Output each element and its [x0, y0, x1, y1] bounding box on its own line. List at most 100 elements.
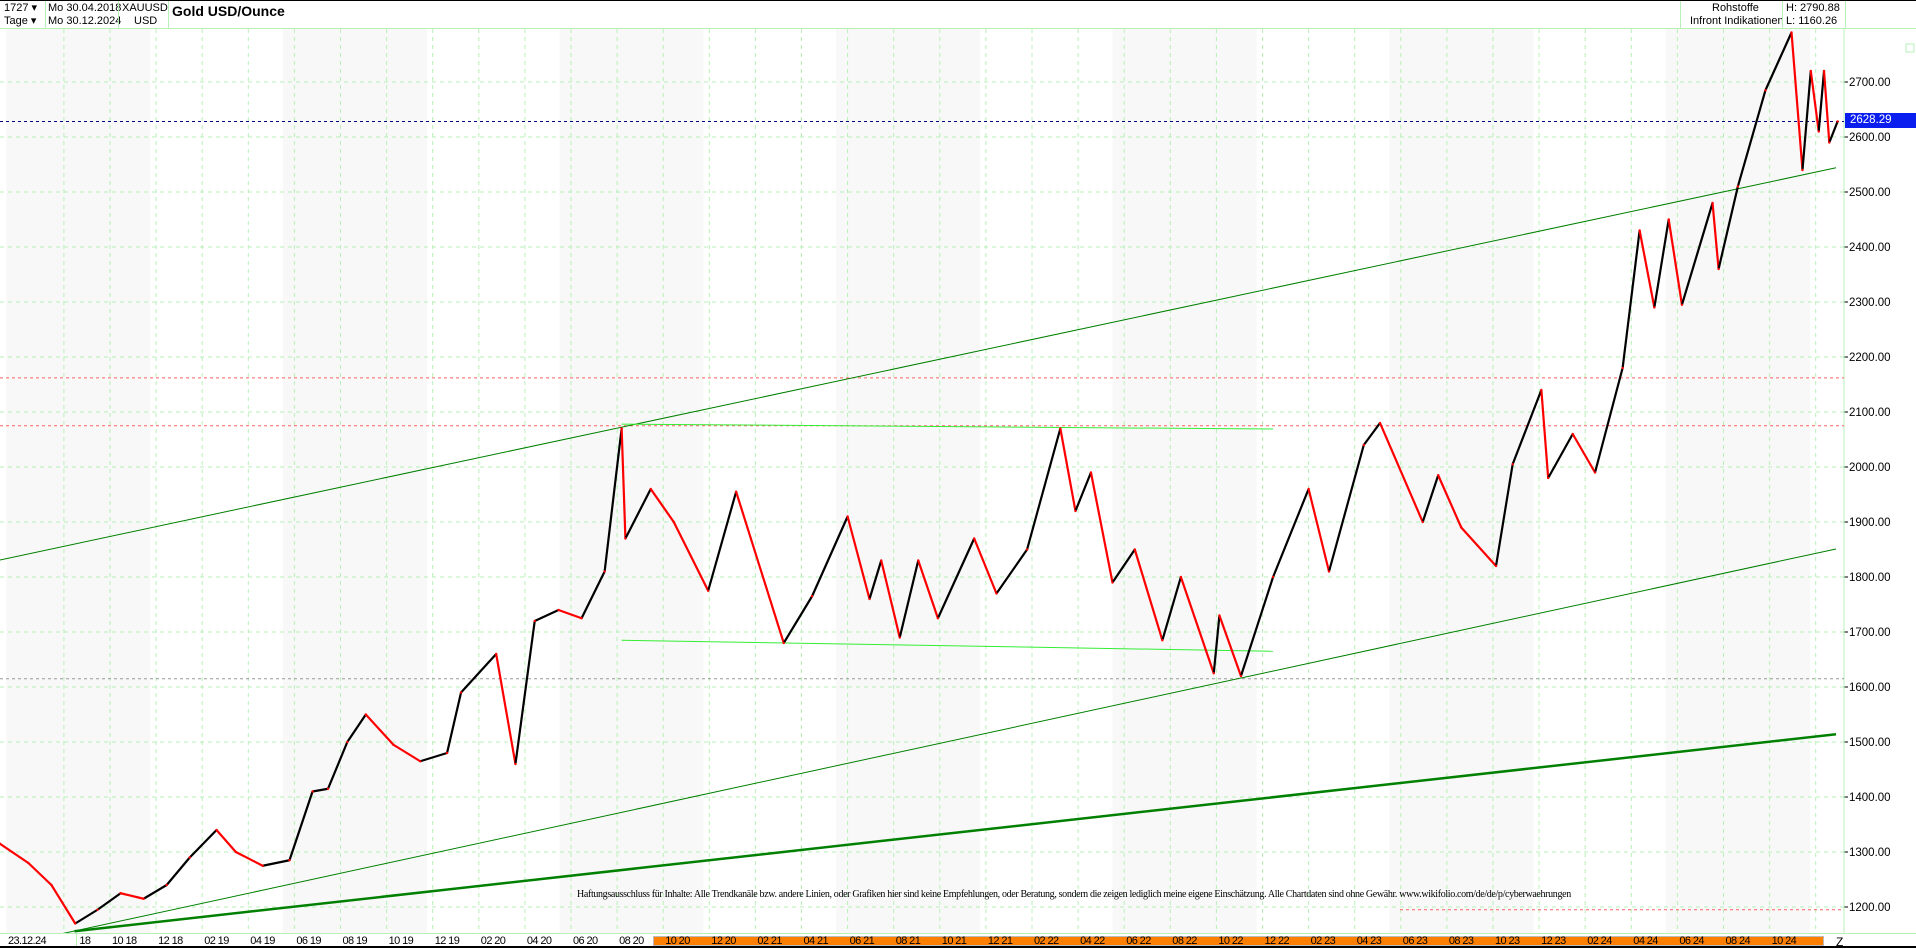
y-tick-label: 2300.00: [1849, 297, 1891, 309]
price-point: [1494, 564, 1498, 568]
price-segment: [580, 571, 606, 619]
x-tick-label: 12 20: [711, 935, 736, 947]
trend-line: [0, 548, 1837, 948]
price-point: [868, 597, 871, 601]
x-tick-label: 02 22: [1034, 935, 1059, 947]
price-point: [119, 892, 122, 895]
price-segment: [1089, 472, 1114, 583]
price-point: [1621, 366, 1624, 370]
trend-line: [621, 639, 1274, 652]
price-segment: [1212, 615, 1221, 674]
price-point: [1828, 141, 1831, 144]
price-point: [494, 652, 498, 656]
price-point: [1025, 548, 1029, 551]
x-tick-label: 12 23: [1541, 935, 1566, 947]
price-segment: [868, 560, 883, 600]
highlight-range-bar: [653, 936, 1824, 946]
x-tick-label: 02 24: [1587, 935, 1612, 947]
price-point: [288, 859, 291, 862]
x-tick-label: 06 19: [296, 935, 321, 947]
x-tick-label: 08 23: [1448, 935, 1474, 947]
price-point: [672, 520, 675, 524]
date-from[interactable]: Mo 30.04.2018: [48, 2, 122, 14]
price-point: [734, 490, 738, 493]
price-segment: [27, 862, 53, 886]
price-point: [1378, 421, 1382, 425]
price-point: [1437, 474, 1440, 477]
price-segment: [445, 692, 463, 754]
x-tick-label: 04 23: [1356, 935, 1382, 947]
price-segment: [215, 829, 237, 853]
period: Tage: [4, 15, 28, 27]
price-segment: [1272, 488, 1310, 578]
shaded-band: [282, 29, 427, 933]
price-segment: [120, 892, 144, 900]
price-point: [188, 856, 191, 859]
price-point: [261, 864, 264, 867]
x-tick-label: 10 22: [1218, 935, 1243, 947]
bar-count: 1727: [4, 2, 29, 14]
price-point: [1133, 548, 1136, 551]
price-segment: [165, 856, 191, 886]
price-point: [50, 883, 53, 887]
x-tick-label: 02 20: [480, 935, 506, 947]
period-select[interactable]: Tage ▾: [4, 15, 36, 28]
price-point: [1307, 487, 1310, 491]
cursor-date: 23.12.24: [8, 935, 47, 947]
price-segment: [1801, 70, 1812, 171]
price-segment: [514, 620, 536, 765]
price-point: [346, 740, 349, 744]
price-segment: [1421, 474, 1440, 523]
price-point: [234, 850, 238, 854]
price-segment: [1593, 367, 1624, 473]
zoom-z-button[interactable]: Z: [1836, 935, 1843, 949]
price-point: [1540, 388, 1543, 392]
price-segment: [624, 488, 652, 540]
price-point: [1511, 463, 1514, 466]
x-tick-label: 08 22: [1172, 935, 1197, 947]
price-point: [1764, 89, 1767, 92]
x-tick-label: 04 20: [526, 935, 552, 947]
date-to[interactable]: Mo 30.12.2024: [48, 15, 122, 27]
bar-count-select[interactable]: 1727 ▾: [4, 2, 37, 15]
price-segment: [0, 842, 29, 864]
price-point: [1836, 120, 1839, 123]
category: Rohstoffe: [1712, 2, 1759, 14]
price-segment: [312, 787, 329, 793]
price-segment: [995, 548, 1028, 595]
x-tick-label: 06 24: [1679, 935, 1704, 947]
price-point: [1736, 185, 1740, 188]
price-point: [215, 828, 218, 832]
y-tick-label: 1400.00: [1849, 792, 1891, 804]
price-segment: [1307, 488, 1331, 572]
trend-line: [74, 733, 1837, 933]
price-segment: [1764, 32, 1793, 91]
price-segment: [782, 595, 814, 644]
price-segment: [1736, 89, 1767, 187]
x-tick-label: 06 23: [1402, 935, 1428, 947]
price-point: [1638, 229, 1641, 232]
x-tick-label: 04 24: [1633, 935, 1658, 947]
trend-line: [0, 167, 1837, 561]
price-segment: [365, 713, 395, 746]
x-tick-label: 02 19: [204, 935, 229, 947]
trend-line: [621, 423, 1274, 430]
price-segment: [1494, 464, 1514, 567]
x-tick-label: 08 21: [895, 935, 921, 947]
x-tick-label: 02 23: [1310, 935, 1336, 947]
y-tick-label: 1900.00: [1849, 517, 1891, 529]
shaded-band: [1665, 29, 1810, 933]
price-segment: [1111, 548, 1136, 584]
price-segment: [188, 829, 218, 859]
cursor-date-box: 23.12.24: [0, 934, 77, 947]
price-segment: [1511, 389, 1543, 465]
x-tick-label: 08 20: [619, 935, 644, 947]
x-axis[interactable]: 08 18 10 18 12 18 02 19 04 19 06 19 08 19 10 19…: [0, 933, 1916, 949]
price-point: [917, 559, 920, 562]
price-segment: [74, 908, 99, 925]
price-point: [1680, 303, 1684, 306]
price-point: [364, 713, 368, 716]
price-segment: [327, 741, 349, 790]
y-tick-label: 1700.00: [1849, 627, 1891, 639]
